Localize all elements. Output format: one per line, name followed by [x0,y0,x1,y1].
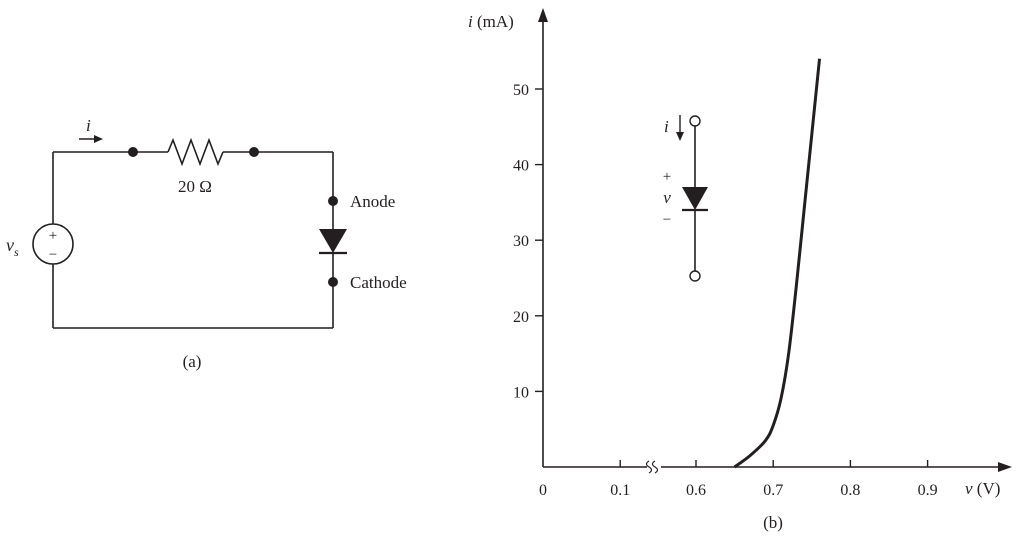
y-tick-label: 50 [513,82,529,99]
inset-terminal-top [689,115,701,127]
anode-dot [328,196,338,206]
source-subscript: s [14,245,19,259]
y-tick-label: 30 [513,233,529,250]
inset-plus: + [663,169,671,185]
x-tick-label: 0.9 [918,482,938,499]
iv-curve [733,58,822,469]
resistor-label: 20 Ω [178,177,212,196]
axis-break-mark-2 [651,460,659,474]
caption-b: (b) [763,513,783,532]
y-tick-label: 40 [513,158,529,175]
cathode-label: Cathode [350,273,407,292]
y-axis-arrowhead [538,8,548,22]
x-tick-label: 0.7 [763,482,783,499]
diode-triangle [319,229,347,253]
source-label: vs [6,235,19,259]
inset-current-label: i [664,117,669,136]
caption-a: (a) [183,352,202,371]
inset-minus: − [663,212,671,228]
voltage-source [32,223,74,265]
source-symbol: v [6,235,14,255]
x-tick-label: 0.1 [610,482,630,499]
anode-label: Anode [350,192,395,211]
circuit-current-label: i [86,116,91,135]
circuit-diagram [32,137,347,329]
x-ticks: 0 0.1 0.6 0.7 0.8 0.9 [539,460,938,499]
x-tick-label: 0.8 [840,482,860,499]
x-axis-label: v (V) [965,479,1000,498]
chart-axes [542,20,1000,474]
inset-terminal-bottom [689,270,701,282]
source-minus: − [49,247,57,263]
inset-diode-triangle [682,187,708,210]
terminal-dot-left [128,147,138,157]
y-tick-label: 10 [513,384,529,401]
y-ticks: 10 20 30 40 50 [513,82,543,401]
x-tick-label: 0.6 [686,482,706,499]
y-tick-label: 20 [513,309,529,326]
inset-voltage-label: v [663,188,671,207]
current-arrow-head [94,135,103,143]
inset-diode: i + v − [663,115,708,282]
x-tick-label: 0 [539,482,547,499]
inset-current-arrow-head [676,132,684,141]
cathode-dot [328,277,338,287]
x-axis-arrowhead [998,462,1012,472]
terminal-dot-right [249,147,259,157]
resistor-zigzag [167,137,224,167]
axis-break-mark-1 [645,460,653,474]
y-axis-label: i (mA) [468,12,514,31]
source-plus: + [49,228,57,244]
